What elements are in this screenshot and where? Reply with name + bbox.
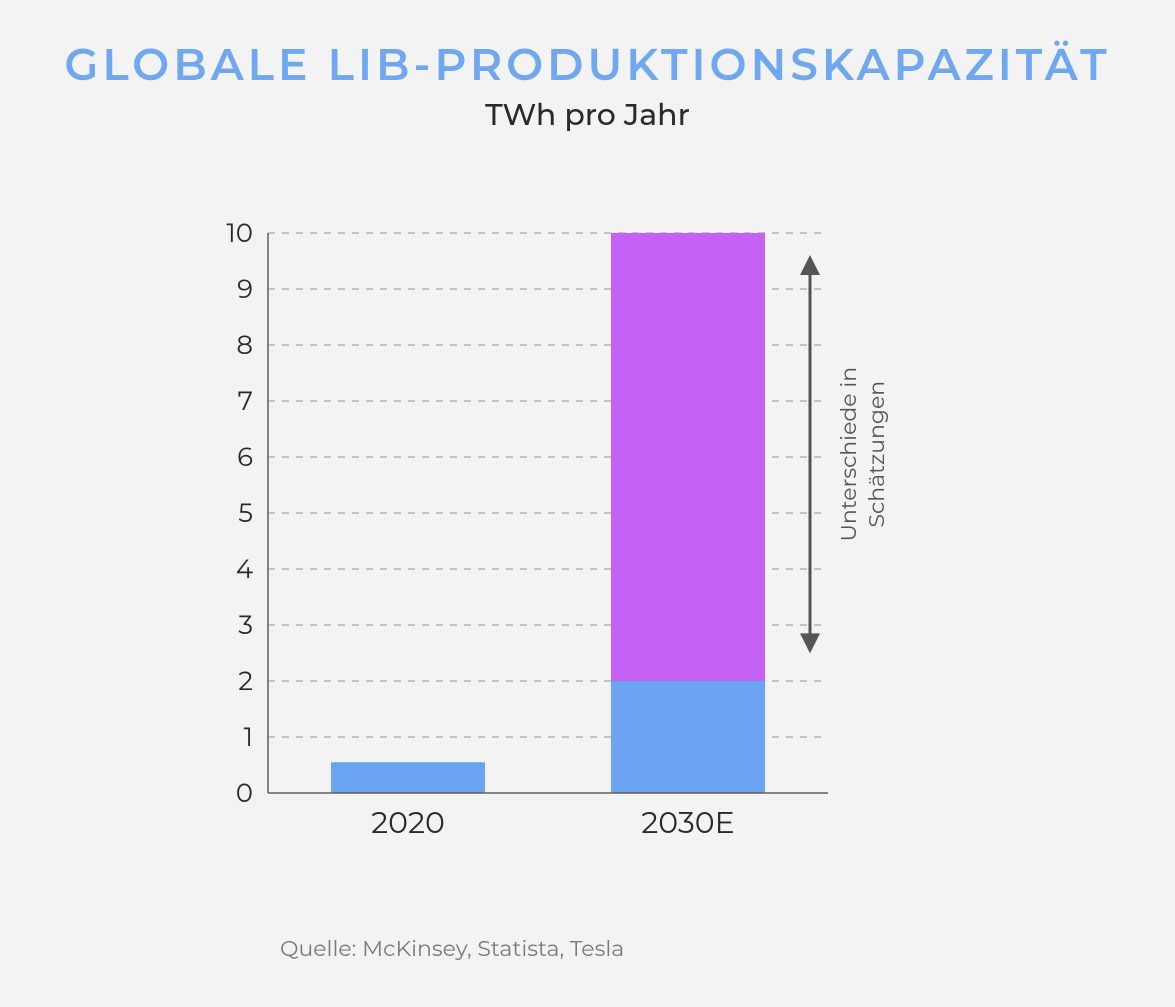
- y-tick-label: 0: [235, 777, 252, 809]
- svg-text:Schätzungen: Schätzungen: [863, 381, 890, 528]
- category-label: 2020: [371, 804, 445, 841]
- y-tick-label: 2: [238, 665, 253, 697]
- bar-segment: [331, 762, 485, 793]
- svg-text:Unterschiede in: Unterschiede in: [835, 367, 862, 542]
- y-tick-label: 5: [238, 497, 253, 529]
- y-tick-label: 8: [236, 329, 253, 361]
- arrowhead-up-icon: [800, 255, 820, 275]
- annotation-label: Unterschiede inSchätzungen: [835, 367, 890, 542]
- chart-area: 0 1 2 3 4 5 6 7 8 9 10 2020 2030E Unterschiede inSchä…: [188, 223, 988, 873]
- y-tick-label: 4: [235, 553, 252, 585]
- y-tick-label: 9: [237, 273, 253, 305]
- chart-title: GLOBALE LIB-PRODUKTIONSKAPAZITÄT: [40, 38, 1135, 92]
- y-tick-label: 7: [237, 385, 252, 417]
- bar-chart-svg: 0 1 2 3 4 5 6 7 8 9 10 2020 2030E Unterschiede inSchä…: [188, 223, 988, 873]
- y-tick-label: 1: [243, 721, 252, 753]
- category-label: 2030E: [641, 804, 734, 841]
- y-tick-label: 10: [226, 223, 253, 249]
- arrowhead-down-icon: [800, 633, 820, 653]
- bar-segment: [611, 233, 765, 681]
- bar-segment: [611, 681, 765, 793]
- source-label: Quelle: McKinsey, Statista, Tesla: [280, 935, 624, 962]
- y-tick-label: 3: [238, 609, 253, 641]
- y-tick-label: 6: [237, 441, 253, 473]
- chart-subtitle: TWh pro Jahr: [40, 96, 1135, 133]
